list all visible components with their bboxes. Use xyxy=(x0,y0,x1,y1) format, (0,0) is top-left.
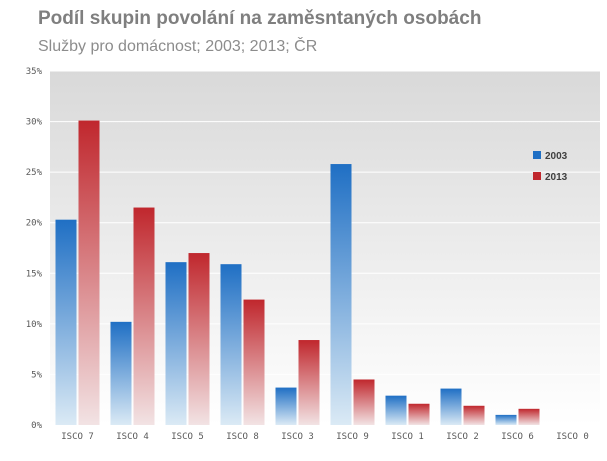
y-tick-label: 0% xyxy=(31,421,42,431)
x-tick-label: ISCO 2 xyxy=(446,432,479,442)
y-tick-label: 25% xyxy=(26,168,43,178)
x-tick-label: ISCO 1 xyxy=(391,432,424,442)
y-tick-label: 20% xyxy=(26,219,43,229)
y-tick-label: 15% xyxy=(26,269,43,279)
legend-label-2003: 2003 xyxy=(545,151,568,162)
y-tick-label: 35% xyxy=(26,67,43,77)
x-tick-label: ISCO 0 xyxy=(556,432,589,442)
bar-2003-isco-6 xyxy=(495,414,517,425)
bar-2003-isco-5 xyxy=(165,262,187,425)
bar-2013-isco-2 xyxy=(463,405,485,425)
y-tick-label: 5% xyxy=(31,370,42,380)
bar-2013-isco-8 xyxy=(243,299,265,425)
bar-2013-isco-4 xyxy=(133,207,155,425)
bar-2013-isco-1 xyxy=(408,403,430,425)
bar-2013-isco-9 xyxy=(353,379,375,425)
legend-swatch-2013 xyxy=(533,172,541,180)
bar-2003-isco-3 xyxy=(275,387,297,425)
x-tick-label: ISCO 3 xyxy=(281,432,314,442)
bar-2003-isco-1 xyxy=(385,395,407,425)
x-tick-label: ISCO 8 xyxy=(226,432,259,442)
bar-2003-isco-4 xyxy=(110,321,132,425)
x-tick-label: ISCO 9 xyxy=(336,432,369,442)
bar-2013-isco-5 xyxy=(188,253,210,425)
plot-area xyxy=(50,71,600,425)
bar-2003-isco-2 xyxy=(440,388,462,425)
chart-subtitle: Služby pro domácnost; 2003; 2013; ČR xyxy=(38,38,318,55)
bar-2013-isco-6 xyxy=(518,408,540,425)
x-tick-label: ISCO 7 xyxy=(61,432,94,442)
chart-title: Podíl skupin povolání na zaměsntaných os… xyxy=(38,8,482,29)
legend-swatch-2003 xyxy=(533,151,541,159)
x-tick-label: ISCO 4 xyxy=(116,432,149,442)
bar-2003-isco-8 xyxy=(220,264,242,425)
bar-2003-isco-7 xyxy=(55,219,77,425)
x-tick-label: ISCO 5 xyxy=(171,432,204,442)
y-tick-label: 30% xyxy=(26,118,43,128)
bar-2013-isco-7 xyxy=(78,120,100,425)
bar-2013-isco-3 xyxy=(298,340,320,425)
bar-2003-isco-9 xyxy=(330,164,352,425)
legend-label-2013: 2013 xyxy=(545,172,568,183)
y-tick-label: 10% xyxy=(26,320,43,330)
x-tick-label: ISCO 6 xyxy=(501,432,534,442)
